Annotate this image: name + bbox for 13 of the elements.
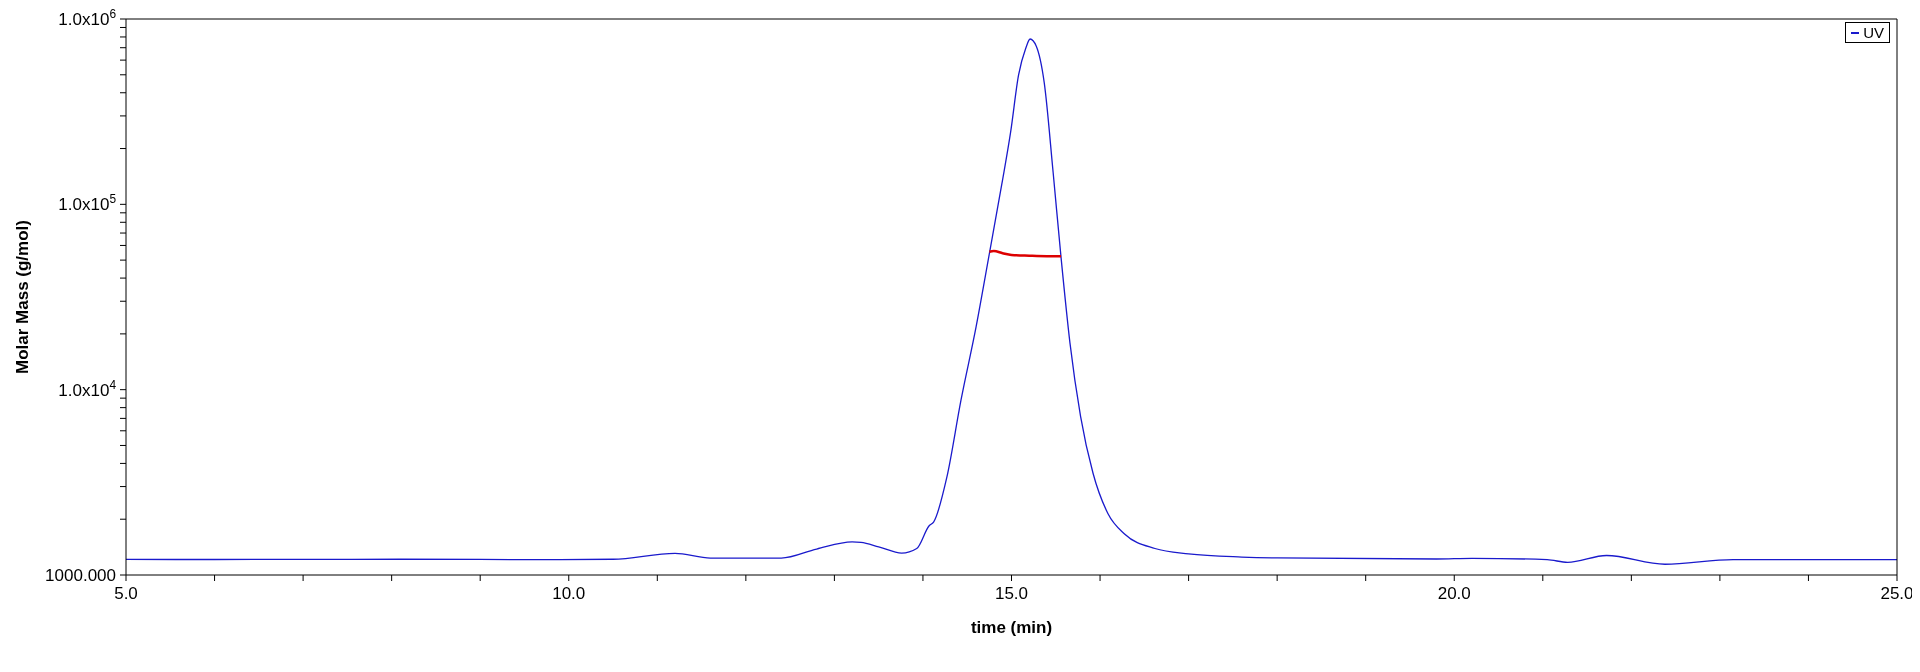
x-axis-title: time (min) bbox=[970, 618, 1053, 637]
x-tick-label: 15.0 bbox=[994, 584, 1029, 603]
legend-label: UV bbox=[1863, 24, 1884, 41]
y-tick-label: 1.0x10$^{6}$ bbox=[58, 7, 117, 29]
x-tick-label: 20.0 bbox=[1437, 584, 1471, 603]
x-tick-label: 25.0 bbox=[1880, 584, 1914, 603]
y-tick-label: 1.0x10$^{5}$ bbox=[58, 192, 117, 215]
x-tick-label: 5.0 bbox=[114, 584, 138, 603]
y-axis-title: Molar Mass (g/mol) bbox=[13, 220, 33, 374]
x-tick-label: 10.0 bbox=[552, 584, 586, 603]
y-tick-label: 1.0x10$^{4}$ bbox=[58, 377, 117, 400]
line-series bbox=[126, 38, 1897, 565]
y-tick-label: 1000.000 bbox=[45, 566, 116, 585]
